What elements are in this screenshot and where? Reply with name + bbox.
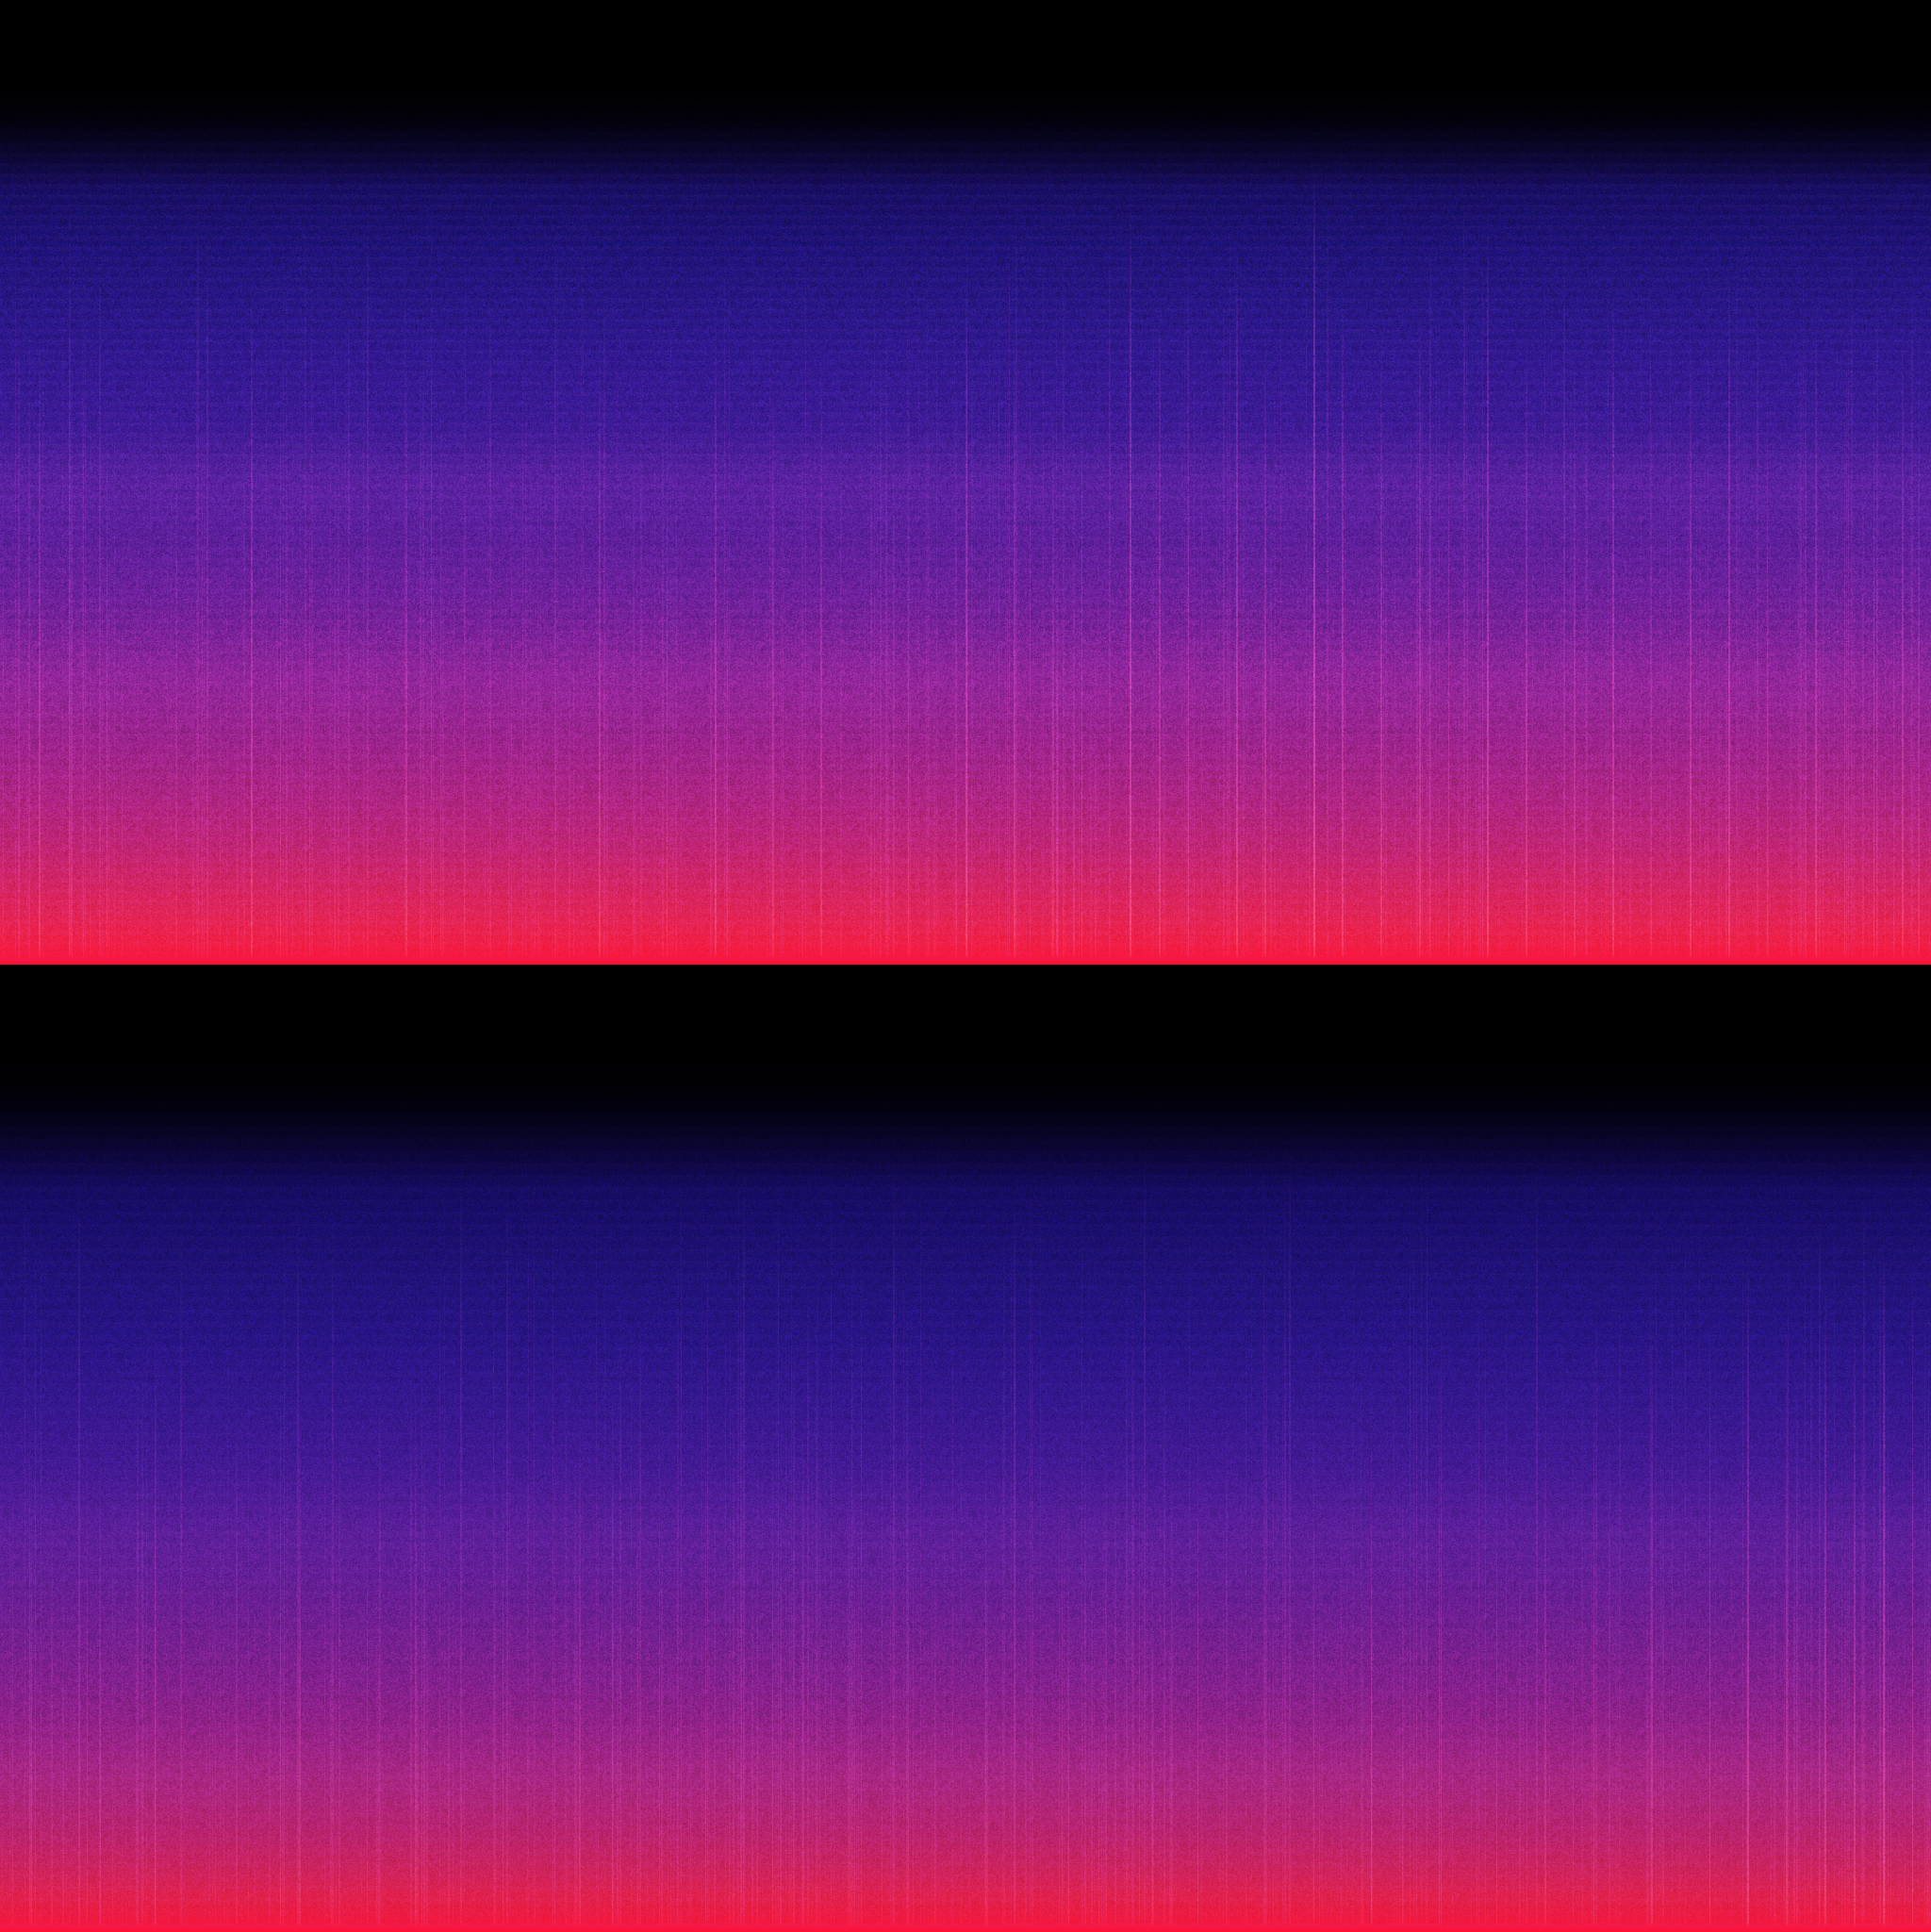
panel-top-bass-rail — [0, 955, 1931, 965]
top-black-band — [0, 0, 1931, 75]
panel-top-fine-noise — [0, 75, 1931, 965]
panel-bottom-fine-noise — [0, 1047, 1931, 1932]
panel-bottom-bass-rail — [0, 1924, 1931, 1932]
panel-bottom-silence-fade — [0, 1047, 1931, 1188]
spectrogram-panel-top — [0, 75, 1931, 965]
panel-top-silence-fade — [0, 75, 1931, 189]
spectrogram-panel-bottom — [0, 1047, 1931, 1932]
mid-black-gap — [0, 965, 1931, 1047]
